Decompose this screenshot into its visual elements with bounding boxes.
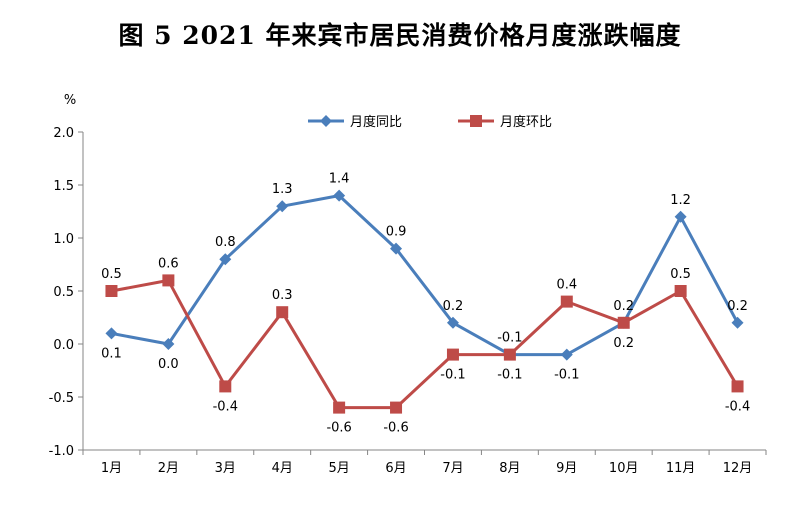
data-label: 0.5 (670, 267, 691, 282)
data-point-square (162, 274, 175, 287)
data-label: -0.1 (497, 331, 522, 346)
data-point-diamond (390, 242, 403, 255)
data-point-diamond (731, 316, 744, 329)
x-tick-label: 8月 (499, 461, 520, 476)
chart-title: 图 5 2021 年来宾市居民消费价格月度涨跌幅度 (118, 21, 682, 50)
x-tick-label: 1月 (101, 461, 122, 476)
y-tick-label: -1.0 (49, 444, 74, 459)
data-point-diamond (276, 200, 289, 213)
data-label: 0.8 (215, 235, 236, 250)
data-label: -0.6 (383, 421, 408, 436)
data-point-square (105, 285, 118, 297)
y-tick-label: 0.5 (53, 285, 74, 300)
data-label: -0.1 (440, 368, 465, 383)
data-label: 0.5 (101, 267, 122, 282)
data-label: 0.2 (443, 299, 464, 314)
data-label: 1.2 (670, 193, 691, 208)
data-label: 0.0 (158, 357, 179, 372)
data-label: 0.1 (101, 346, 122, 361)
data-point-square (276, 306, 289, 319)
legend-label-2: 月度环比 (500, 114, 552, 130)
x-tick-label: 2月 (158, 461, 179, 476)
data-label: 0.4 (556, 278, 577, 293)
data-label: 0.2 (727, 299, 748, 314)
x-tick-label: 6月 (385, 461, 406, 476)
x-tick-label: 12月 (723, 461, 753, 476)
legend-label-1: 月度同比 (350, 114, 402, 130)
x-tick-label: 7月 (442, 461, 463, 476)
data-point-diamond (560, 348, 573, 361)
data-point-square (390, 401, 403, 414)
series-line-1 (111, 194, 739, 357)
x-tick-label: 5月 (328, 461, 349, 476)
data-point-diamond (333, 189, 346, 202)
data-point-diamond (162, 338, 175, 350)
x-tick-label: 10月 (609, 461, 639, 476)
x-tick-label: 4月 (272, 461, 293, 476)
data-point-square (503, 348, 516, 361)
data-point-square (333, 401, 346, 414)
data-point-square (446, 348, 459, 361)
data-point-square (617, 316, 630, 329)
legend-marker-diamond (320, 115, 332, 127)
data-point-diamond (446, 316, 459, 329)
series-line-2 (111, 278, 739, 410)
data-label: 1.3 (272, 182, 293, 197)
data-label: 0.2 (613, 299, 634, 314)
data-point-diamond (674, 210, 687, 223)
x-tick-label: 3月 (215, 461, 236, 476)
x-tick-label: 9月 (556, 461, 577, 476)
data-point-square (731, 380, 744, 393)
data-label: -0.4 (213, 399, 238, 414)
data-point-square (674, 285, 687, 297)
data-label: 0.2 (613, 336, 634, 351)
data-label: 1.4 (329, 172, 350, 187)
y-tick-label: 0.0 (53, 338, 74, 353)
data-label: 0.3 (272, 288, 293, 303)
data-point-square (219, 380, 232, 393)
data-label: -0.4 (725, 399, 750, 414)
y-axis-unit: % (64, 93, 76, 108)
data-label: 0.6 (158, 256, 179, 271)
y-tick-label: 1.5 (53, 179, 74, 194)
data-point-diamond (219, 253, 232, 266)
legend-marker-square (470, 115, 482, 127)
y-tick-label: -0.5 (49, 391, 74, 406)
data-label: -0.6 (326, 421, 351, 436)
data-label: -0.1 (554, 368, 579, 383)
x-tick-label: 11月 (666, 461, 696, 476)
data-label: -0.1 (497, 368, 522, 383)
data-point-square (560, 295, 573, 308)
y-tick-label: 1.0 (53, 232, 74, 247)
data-point-diamond (105, 327, 118, 340)
y-tick-label: 2.0 (53, 126, 74, 141)
data-label: 0.9 (386, 225, 407, 240)
